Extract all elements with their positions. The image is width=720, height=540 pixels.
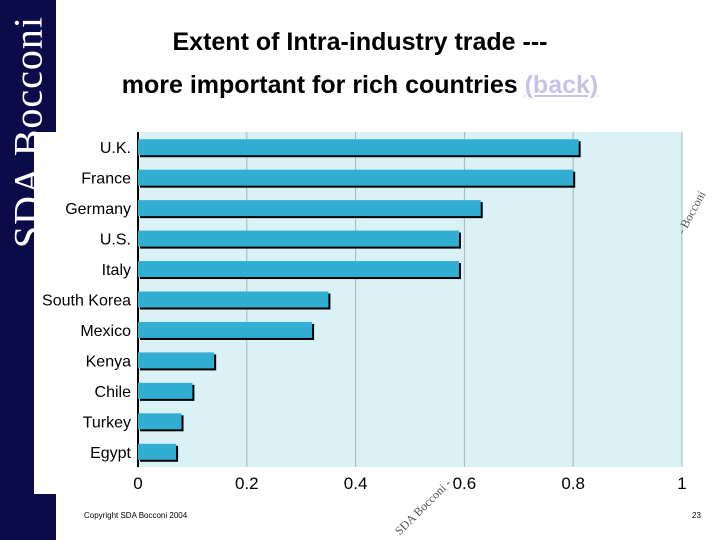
x-tick-label: 0.4 xyxy=(344,474,368,493)
back-link[interactable]: (back) xyxy=(524,71,599,99)
bar xyxy=(138,352,215,369)
category-label: Egypt xyxy=(90,445,131,462)
category-label: South Korea xyxy=(42,293,131,310)
slide-title-line2: more important for rich countries (back) xyxy=(60,71,660,100)
category-label: Germany xyxy=(65,201,131,218)
x-tick-label: 1 xyxy=(677,474,686,493)
slide-title-line1: Extent of Intra-industry trade --- xyxy=(172,28,548,56)
bar xyxy=(138,230,459,247)
category-label: U.S. xyxy=(100,232,131,249)
category-label: France xyxy=(81,171,131,188)
category-label: Italy xyxy=(102,262,131,279)
category-label: Chile xyxy=(95,384,132,401)
bar xyxy=(138,139,579,156)
bar xyxy=(138,382,193,399)
category-label: Mexico xyxy=(80,323,131,340)
copyright-text: Copyright SDA Bocconi 2004 xyxy=(84,511,188,520)
category-label: Turkey xyxy=(83,414,131,431)
page-number: 23 xyxy=(692,511,701,520)
bar xyxy=(138,261,459,278)
bar xyxy=(138,321,313,338)
title-line2-text: more important for rich countries xyxy=(121,71,525,99)
category-label: Kenya xyxy=(86,353,131,370)
bar xyxy=(138,291,329,308)
x-tick-label: 0.2 xyxy=(235,474,259,493)
x-tick-label: 0.8 xyxy=(561,474,585,493)
bar xyxy=(138,169,574,186)
bar xyxy=(138,200,481,217)
x-tick-label: 0.6 xyxy=(453,474,477,493)
category-label: U.K. xyxy=(100,140,131,157)
bar xyxy=(138,443,177,460)
sidebar-notch xyxy=(34,132,56,494)
x-tick-label: 0 xyxy=(133,474,142,493)
bar xyxy=(138,413,182,430)
